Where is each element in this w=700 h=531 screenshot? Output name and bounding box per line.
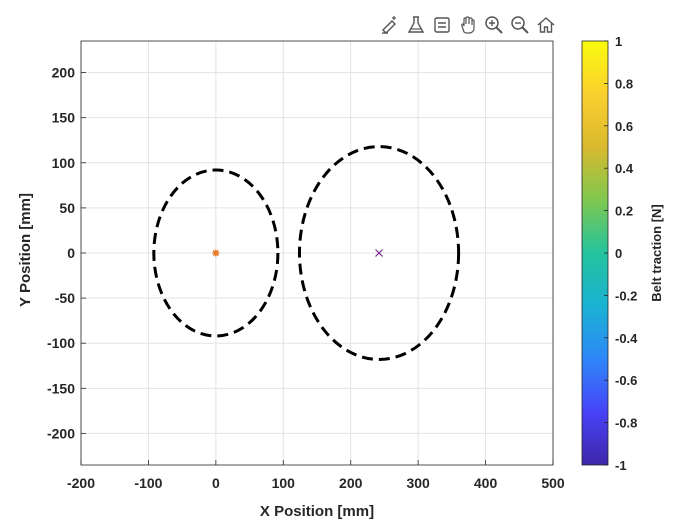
axes-box [80,40,554,466]
colorbar-tick-labels: 1 0.8 0.6 0.4 0.2 0 -0.2 -0.4 -0.6 -0.8 -1 [604,34,638,473]
x-tick-label: 200 [339,475,363,491]
dashed-circle-1 [152,168,280,338]
x-tick-labels: -200 -100 0 100 200 300 400 500 [67,475,565,491]
y-tick-label: 0 [67,245,75,261]
colorbar [581,40,609,466]
home-button[interactable] [534,12,558,38]
x-tick-label: 400 [474,475,498,491]
colorbar-tick-label: -1 [615,458,627,473]
colorbar-tick-label: 1 [615,34,622,49]
colorbar-tick-label: 0.4 [615,161,634,176]
legend-button[interactable] [430,12,454,38]
brush-tool-button[interactable] [378,12,402,38]
dashed-circle-2 [297,145,461,361]
y-tick-label: -150 [47,380,75,396]
markers [212,249,383,257]
y-tick-label: 50 [59,200,75,216]
colorbar-tick-label: -0.8 [615,416,637,431]
colorbar-tick-label: -0.4 [615,331,638,346]
zoom-out-icon [511,16,529,34]
x-tick-label: -200 [67,475,95,491]
x-axis-label: X Position [mm] [260,503,374,520]
colorbar-tick-label: 0.6 [615,119,633,134]
y-tick-label: -200 [47,425,75,441]
pan-button[interactable] [456,12,480,38]
legend-icon [434,17,450,33]
ellipses [152,145,461,361]
zoom-in-button[interactable] [482,12,506,38]
colorbar-tick-label: 0.2 [615,204,633,219]
x-tick-label: -100 [134,475,162,491]
x-tick-label: 100 [272,475,296,491]
y-axis-label: Y Position [mm] [17,193,34,307]
brush-edit-icon [382,16,396,34]
pan-hand-icon [461,16,475,34]
x-tick-label: 500 [541,475,565,491]
y-tick-label: -100 [47,335,75,351]
marker-x [375,249,383,257]
data-tips-icon [407,16,425,33]
zoom-out-button[interactable] [508,12,532,38]
home-icon [537,17,555,33]
x-tick-label: 300 [406,475,430,491]
y-tick-label: 150 [52,110,76,126]
y-tick-label: -50 [55,290,75,306]
data-tips-button[interactable] [404,12,428,38]
colorbar-label: Belt traction [N] [649,204,664,302]
colorbar-tick-label: -0.2 [615,288,637,303]
x-tick-label: 0 [212,475,220,491]
y-tick-label: 100 [52,155,76,171]
y-tick-labels: -200 -150 -100 -50 0 50 100 150 200 [47,65,75,442]
grid [80,41,554,465]
colorbar-tick-label: 0.8 [615,76,633,91]
zoom-in-icon [485,16,503,34]
figure-toolbar [378,12,558,40]
colorbar-tick-label: 0 [615,246,622,261]
y-tick-label: 200 [52,65,76,81]
colorbar-tick-label: -0.6 [615,373,637,388]
marker-asterisk [212,249,220,257]
